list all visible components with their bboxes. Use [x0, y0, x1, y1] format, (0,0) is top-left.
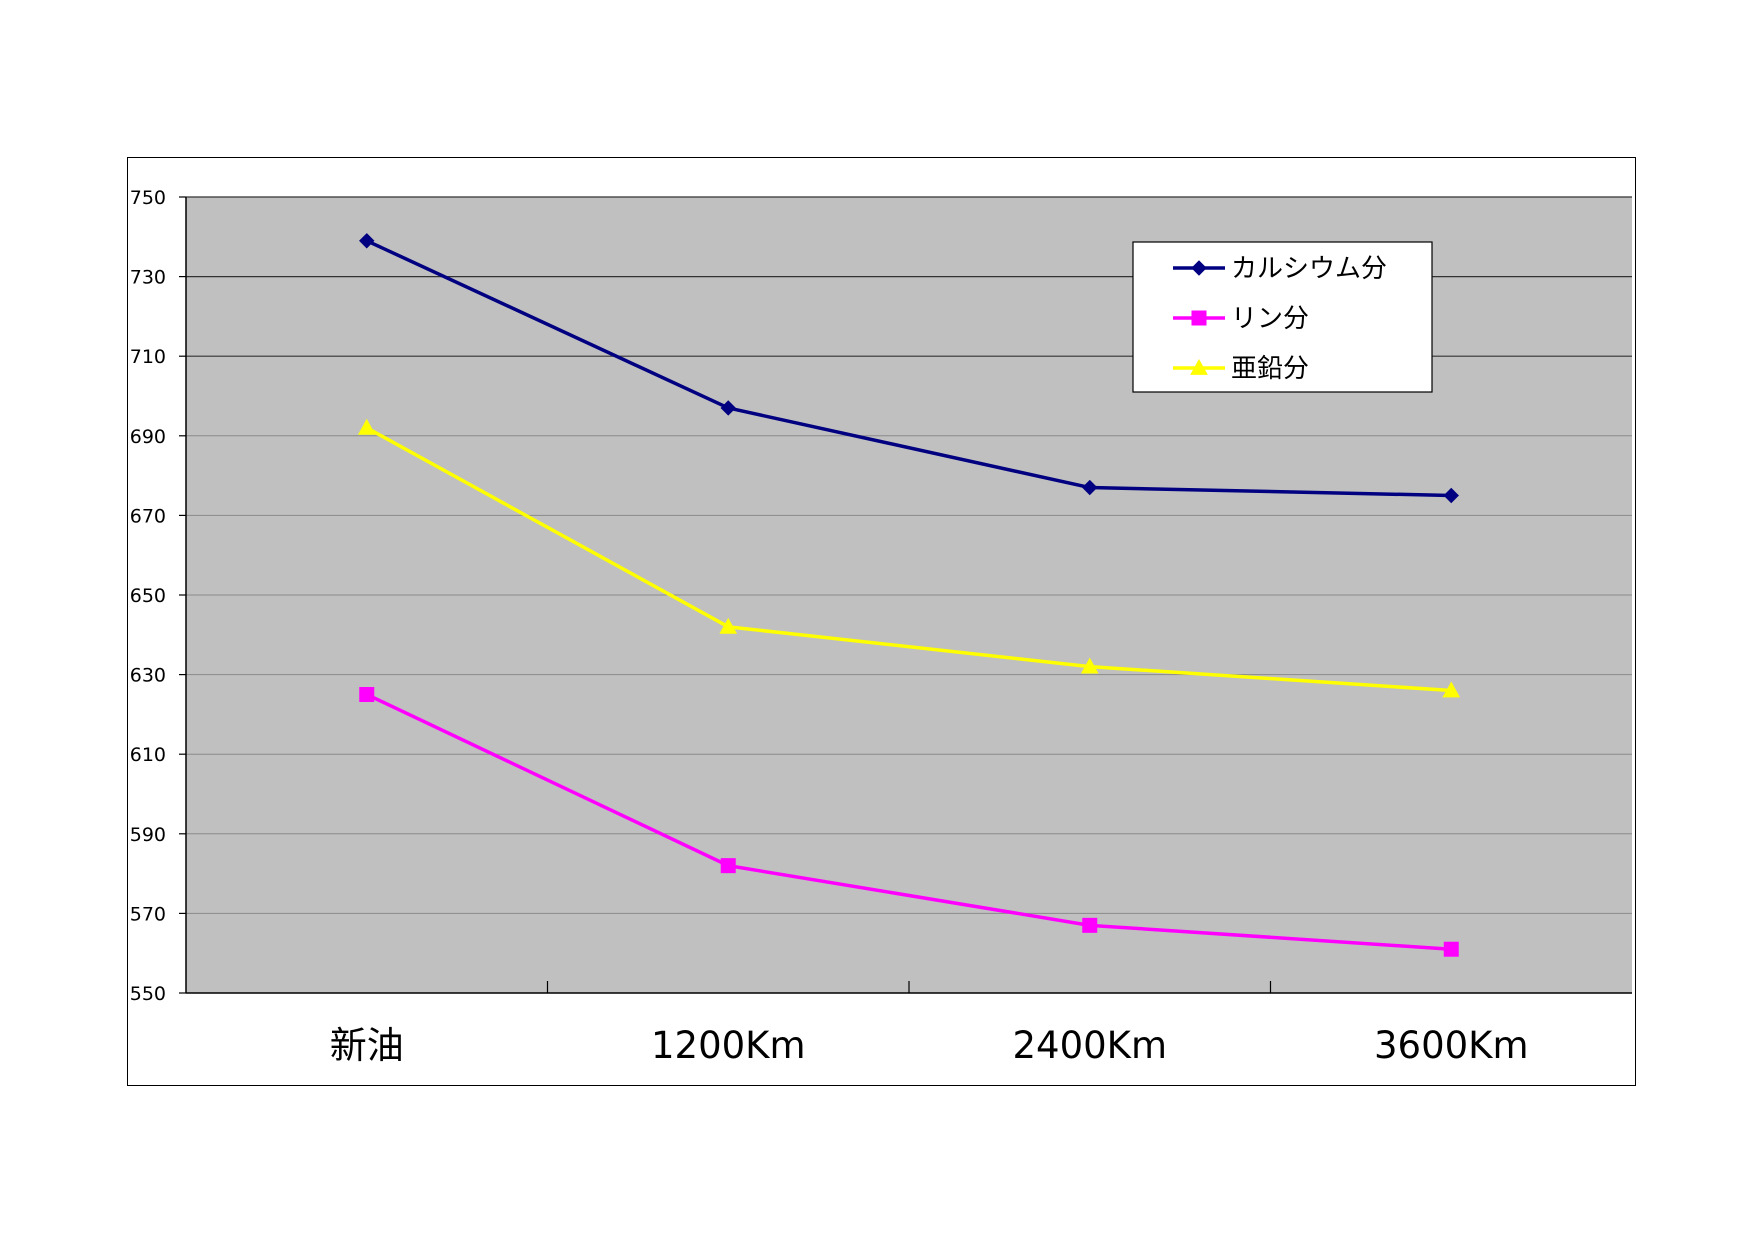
- data-point-square: [1443, 941, 1459, 957]
- data-point-square: [1082, 917, 1098, 933]
- data-point-triangle: [1080, 657, 1099, 674]
- data-point-triangle: [1190, 358, 1208, 375]
- data-point-diamond: [1082, 479, 1098, 496]
- chart-frame: 550 570 590 610 630 650 670 690 710 730 750 新油 1200K…: [127, 157, 1636, 1086]
- data-point-diamond: [1443, 487, 1459, 504]
- x-category-label: 3600Km: [1374, 1024, 1528, 1067]
- y-tick-label: 650: [130, 585, 166, 607]
- y-tick-label: 550: [130, 983, 166, 1005]
- y-tick-label: 670: [130, 505, 166, 527]
- y-tick-label: 630: [130, 665, 166, 687]
- y-tick-label: 570: [130, 903, 166, 925]
- x-category-label: 新油: [330, 1024, 404, 1067]
- series-line: [366, 239, 1452, 498]
- legend-label: 亜鉛分: [1231, 354, 1309, 384]
- data-point-square: [1191, 310, 1207, 326]
- y-tick-label: 590: [130, 824, 166, 846]
- data-point-square: [359, 687, 375, 702]
- data-point-diamond: [720, 400, 736, 416]
- x-category-label: 1200Km: [651, 1024, 805, 1067]
- line-chart: 550 570 590 610 630 650 670 690 710 730 750 新油 1200K…: [130, 187, 1632, 1067]
- series-line: [366, 692, 1452, 951]
- y-tick-label: 610: [130, 744, 166, 766]
- data-point-diamond: [1191, 260, 1207, 276]
- legend-label: カルシウム分: [1231, 254, 1387, 284]
- data-point-triangle: [357, 418, 376, 435]
- data-point-diamond: [359, 233, 375, 249]
- y-tick-label: 690: [130, 426, 166, 448]
- data-point-triangle: [1442, 681, 1461, 698]
- data-point-square: [720, 858, 736, 874]
- y-tick-label: 730: [130, 267, 166, 289]
- legend-label: リン分: [1231, 304, 1309, 334]
- y-tick-label: 750: [130, 187, 166, 209]
- series-line: [365, 426, 1452, 693]
- y-tick-label: 710: [130, 346, 166, 368]
- data-point-triangle: [719, 617, 738, 634]
- x-category-label: 2400Km: [1013, 1024, 1167, 1067]
